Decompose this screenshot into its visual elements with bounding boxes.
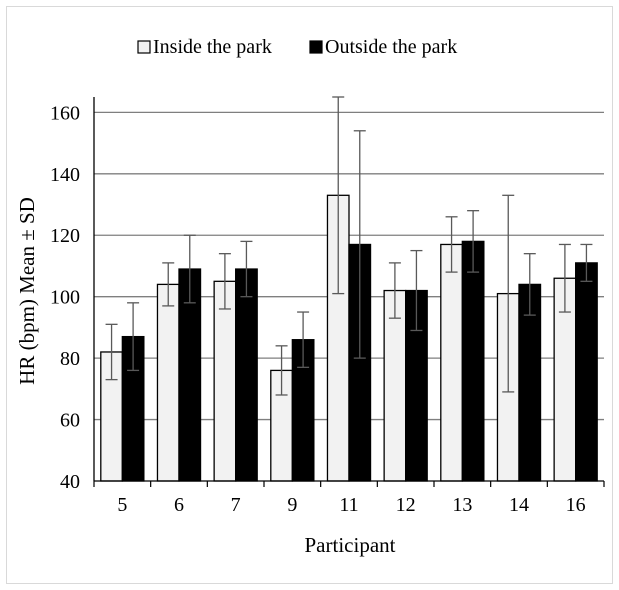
x-tick-label: 7 — [231, 494, 241, 516]
bar-outside-7 — [235, 268, 258, 482]
x-axis-title: Participant — [305, 533, 396, 557]
y-tick-label: 80 — [60, 348, 80, 370]
error-bar-inside-7 — [218, 253, 231, 310]
bar-inside-7 — [213, 280, 237, 482]
bars — [100, 194, 598, 482]
x-tick-label: 9 — [287, 494, 297, 516]
y-tick-label: 140 — [50, 164, 80, 186]
x-tick-labels: 5 6 7 9 11 12 13 14 16 — [117, 494, 585, 516]
x-tick-label: 11 — [339, 494, 358, 516]
x-tick-label: 14 — [509, 494, 529, 516]
x-tick-label: 6 — [174, 494, 184, 516]
bar-outside-13 — [461, 240, 485, 482]
legend-swatch-outside — [309, 40, 323, 54]
error-bar-outside-11 — [353, 130, 366, 359]
error-bar-inside-11 — [332, 96, 345, 295]
error-bar-inside-5 — [105, 323, 118, 381]
x-tick-label: 16 — [566, 494, 586, 516]
error-bar-outside-13 — [467, 210, 480, 273]
error-bar-outside-14 — [523, 253, 536, 316]
y-tick-label: 40 — [60, 471, 80, 493]
y-tick-label: 160 — [50, 102, 80, 124]
error-bar-outside-9 — [297, 311, 310, 368]
error-bar-outside-12 — [410, 249, 423, 332]
y-tick-label: 120 — [50, 225, 80, 247]
error-bar-inside-9 — [275, 345, 288, 396]
error-bars — [105, 96, 593, 396]
y-tick-label: 100 — [50, 287, 80, 309]
y-tick-labels: 40 60 80 100 120 140 160 — [50, 102, 80, 493]
legend-label-inside: Inside the park — [153, 36, 272, 58]
legend: Inside the park Outside the park — [137, 36, 457, 58]
error-bar-inside-13 — [445, 216, 458, 273]
error-bar-inside-12 — [388, 262, 401, 319]
axes — [93, 97, 605, 487]
error-bar-inside-16 — [558, 243, 571, 313]
legend-swatch-inside — [137, 40, 151, 54]
error-bar-outside-6 — [183, 234, 196, 304]
error-bar-inside-14 — [502, 194, 515, 393]
x-tick-label: 13 — [452, 494, 472, 516]
x-tick-label: 5 — [117, 494, 127, 516]
x-tick-label: 12 — [396, 494, 416, 516]
y-axis-title: HR (bpm) Mean ± SD — [15, 197, 39, 385]
legend-label-outside: Outside the park — [325, 36, 457, 58]
y-tick-label: 60 — [60, 410, 80, 432]
bar-inside-13 — [440, 243, 463, 482]
error-bar-outside-7 — [240, 240, 253, 298]
error-bar-inside-6 — [162, 262, 175, 307]
error-bar-outside-16 — [580, 243, 593, 282]
bar-inside-6 — [156, 283, 180, 482]
bar-outside-16 — [575, 262, 598, 482]
bar-inside-12 — [383, 289, 407, 482]
error-bar-outside-5 — [127, 302, 140, 372]
